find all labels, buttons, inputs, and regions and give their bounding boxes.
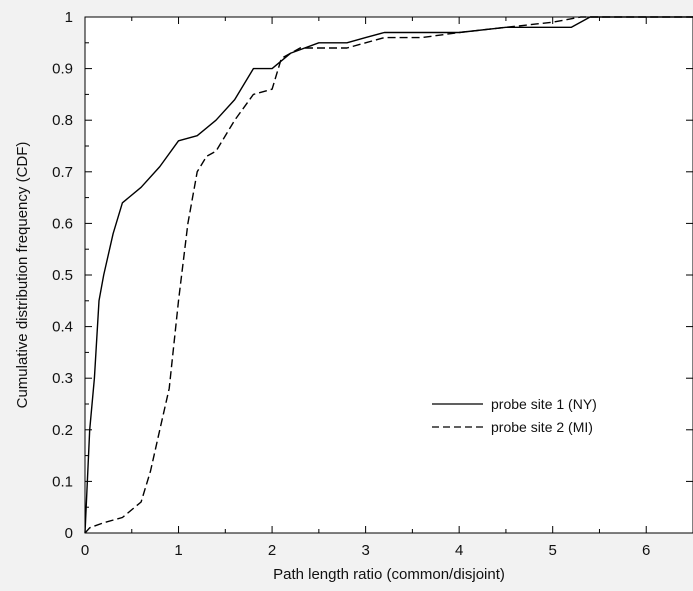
x-axis-label: Path length ratio (common/disjoint) xyxy=(273,566,505,583)
axis-ticks: 0 1 2 3 4 5 6 0 0.1 0.2 0.3 0.4 0.5 0.6 0.7 0.8 0.9 1 xyxy=(52,9,693,559)
y-axis-label: Cumulative distribution frequency (CDF) xyxy=(14,142,31,409)
x-tick-label: 2 xyxy=(268,542,276,559)
x-tick-label: 4 xyxy=(455,542,463,559)
y-tick-label: 0.3 xyxy=(52,370,73,387)
y-tick-label: 0.5 xyxy=(52,267,73,284)
x-tick-label: 5 xyxy=(549,542,557,559)
y-tick-label: 0.4 xyxy=(52,319,73,336)
y-tick-label: 1 xyxy=(65,9,73,26)
y-tick-label: 0.2 xyxy=(52,422,73,439)
legend-label-series-2: probe site 2 (MI) xyxy=(491,419,593,435)
series-line-1 xyxy=(84,16,693,534)
x-tick-label: 3 xyxy=(361,542,369,559)
plot-area xyxy=(84,16,693,534)
x-tick-label: 0 xyxy=(81,542,89,559)
y-tick-label: 0.6 xyxy=(52,215,73,232)
y-tick-label: 0.8 xyxy=(52,112,73,129)
series-layer xyxy=(84,16,693,534)
y-tick-label: 0.7 xyxy=(52,164,73,181)
series-line-2 xyxy=(84,16,693,534)
x-tick-label: 1 xyxy=(174,542,182,559)
y-tick-label: 0 xyxy=(65,525,73,542)
y-tick-label: 0.1 xyxy=(52,473,73,490)
legend-label-series-1: probe site 1 (NY) xyxy=(491,396,597,412)
x-tick-label: 6 xyxy=(642,542,650,559)
y-tick-label: 0.9 xyxy=(52,61,73,78)
legend: probe site 1 (NY) probe site 2 (MI) xyxy=(432,396,597,435)
